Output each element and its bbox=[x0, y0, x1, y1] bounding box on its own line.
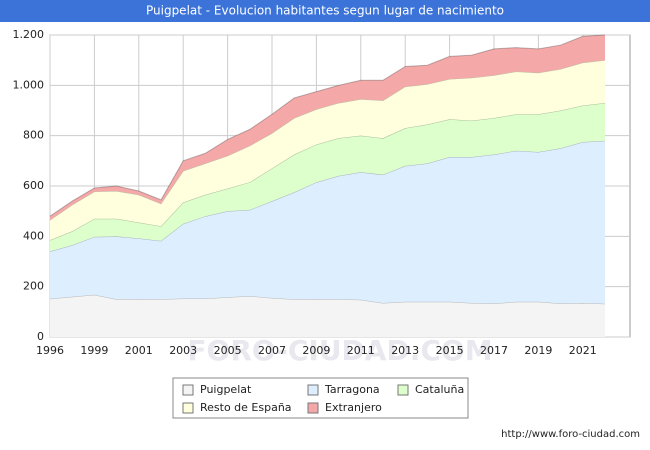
legend-label: Resto de España bbox=[200, 401, 292, 414]
area bbox=[50, 102, 605, 252]
y-tick-label: 400 bbox=[23, 229, 44, 242]
x-tick-label: 2013 bbox=[391, 344, 419, 357]
x-tick-label: 2011 bbox=[347, 344, 375, 357]
x-tick-label: 1999 bbox=[80, 344, 108, 357]
legend-swatch bbox=[307, 402, 319, 414]
y-tick-label: 800 bbox=[23, 129, 44, 142]
legend-swatch bbox=[182, 402, 194, 414]
legend-label: Puigpelat bbox=[200, 383, 252, 396]
y-tick-label: 200 bbox=[23, 280, 44, 293]
y-tick-label: 1.200 bbox=[13, 28, 45, 41]
area bbox=[50, 60, 605, 241]
source: http://www.foro-ciudad.com bbox=[501, 429, 640, 440]
title-bar bbox=[0, 0, 650, 22]
area bbox=[50, 294, 605, 337]
x-tick-label: 2019 bbox=[524, 344, 552, 357]
legend-swatch bbox=[397, 384, 409, 396]
legend bbox=[172, 377, 469, 419]
legend-label: Cataluña bbox=[415, 383, 464, 396]
x-tick-label: 2007 bbox=[258, 344, 286, 357]
x-tick-label: 2021 bbox=[569, 344, 597, 357]
x-tick-label: 1996 bbox=[36, 344, 64, 357]
legend-items: Puigpelat Tarragona Cataluña Resto de Españ… bbox=[182, 383, 464, 414]
y-tick-label: 600 bbox=[23, 179, 44, 192]
legend-swatch bbox=[307, 384, 319, 396]
area-edge bbox=[49, 34, 606, 217]
x-tick-label: 2005 bbox=[214, 344, 242, 357]
area bbox=[50, 35, 605, 220]
axes: 0 200 400 600 800 1.000 1.200 1996 1999 2001 2003 2… bbox=[13, 28, 597, 357]
x-tick-label: 2001 bbox=[125, 344, 153, 357]
x-tick-label: 2017 bbox=[480, 344, 508, 357]
y-tick-label: 1.000 bbox=[13, 78, 45, 91]
y-tick-label: 0 bbox=[37, 330, 44, 343]
legend-swatch bbox=[182, 384, 194, 396]
watermark: FORO-CIUDAD.COM bbox=[187, 334, 492, 367]
x-tick-label: 2009 bbox=[302, 344, 330, 357]
chart-title: Puigpelat - Evolucion habitantes segun l… bbox=[146, 4, 504, 18]
area bbox=[50, 140, 605, 304]
legend-label: Tarragona bbox=[324, 383, 380, 396]
areas bbox=[49, 34, 606, 337]
x-tick-label: 2003 bbox=[169, 344, 197, 357]
x-tick-label: 2015 bbox=[436, 344, 464, 357]
legend-label: Extranjero bbox=[325, 401, 382, 414]
